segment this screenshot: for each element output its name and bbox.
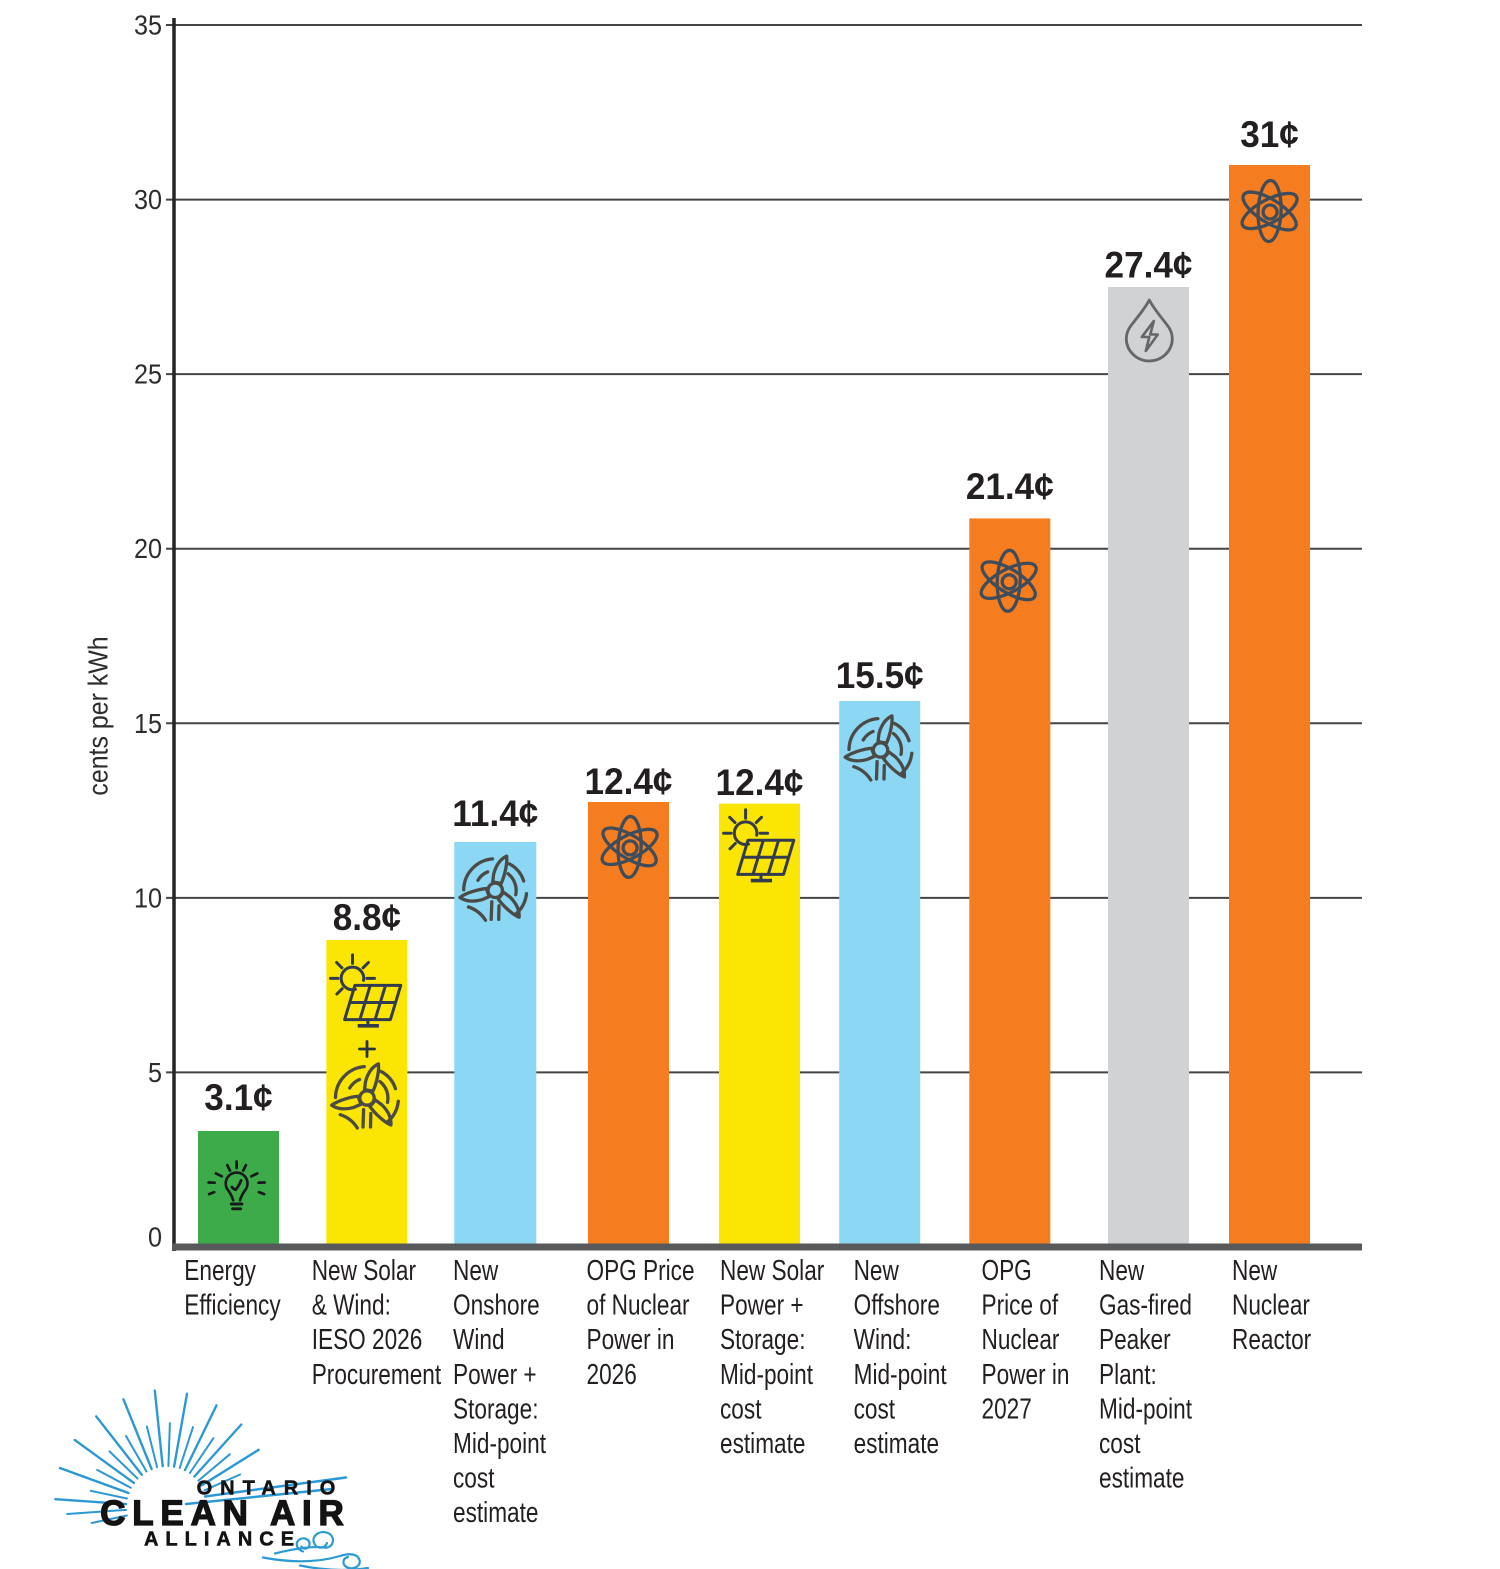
svg-text:2026: 2026	[587, 1357, 637, 1390]
svg-text:Onshore: Onshore	[453, 1288, 540, 1321]
svg-text:Reactor: Reactor	[1232, 1322, 1311, 1355]
svg-text:Mid-point: Mid-point	[720, 1357, 814, 1390]
svg-text:New Solar: New Solar	[312, 1253, 417, 1286]
svg-text:Wind: Wind	[453, 1322, 505, 1355]
svg-text:8.8¢: 8.8¢	[333, 896, 401, 938]
svg-text:estimate: estimate	[854, 1426, 939, 1459]
svg-text:30: 30	[134, 184, 162, 216]
svg-text:Power in: Power in	[587, 1322, 675, 1355]
svg-text:cost: cost	[1099, 1426, 1141, 1459]
svg-text:Power +: Power +	[453, 1357, 537, 1390]
svg-text:Peaker: Peaker	[1099, 1322, 1171, 1355]
svg-text:estimate: estimate	[720, 1426, 805, 1459]
svg-text:& Wind:: & Wind:	[312, 1288, 391, 1321]
svg-text:New: New	[854, 1253, 899, 1286]
svg-text:Power +: Power +	[720, 1288, 804, 1321]
svg-text:CLEAN AIR: CLEAN AIR	[100, 1494, 350, 1533]
svg-text:ONTARIO: ONTARIO	[197, 1478, 344, 1500]
svg-text:31¢: 31¢	[1240, 113, 1299, 155]
svg-text:New: New	[453, 1253, 498, 1286]
svg-text:OPG: OPG	[982, 1253, 1032, 1286]
svg-text:ALLIANCE: ALLIANCE	[144, 1529, 301, 1551]
svg-text:11.4¢: 11.4¢	[452, 792, 538, 834]
svg-text:Gas-fired: Gas-fired	[1099, 1288, 1192, 1321]
svg-text:estimate: estimate	[453, 1495, 538, 1528]
svg-text:cents per kWh: cents per kWh	[82, 636, 114, 795]
svg-text:New Solar: New Solar	[720, 1253, 825, 1286]
svg-text:Power in: Power in	[982, 1357, 1070, 1390]
svg-text:Energy: Energy	[184, 1253, 256, 1286]
svg-text:20: 20	[134, 533, 162, 565]
svg-text:estimate: estimate	[1099, 1461, 1184, 1494]
svg-text:21.4¢: 21.4¢	[966, 465, 1054, 507]
svg-text:Price of: Price of	[982, 1288, 1059, 1321]
svg-text:cost: cost	[854, 1392, 896, 1425]
svg-text:27.4¢: 27.4¢	[1105, 244, 1193, 286]
svg-text:2027: 2027	[982, 1392, 1032, 1425]
svg-text:Storage:: Storage:	[720, 1322, 805, 1355]
svg-text:Plant:: Plant:	[1099, 1357, 1157, 1390]
svg-text:cost: cost	[453, 1461, 495, 1494]
svg-text:10: 10	[134, 882, 162, 914]
svg-text:IESO 2026: IESO 2026	[312, 1322, 423, 1355]
svg-text:0: 0	[148, 1221, 162, 1253]
svg-text:of Nuclear: of Nuclear	[587, 1288, 690, 1321]
svg-text:15: 15	[134, 708, 162, 740]
svg-text:Efficiency: Efficiency	[184, 1288, 280, 1321]
svg-text:5: 5	[148, 1057, 162, 1089]
svg-text:Mid-point: Mid-point	[1099, 1392, 1193, 1425]
svg-text:Nuclear: Nuclear	[1232, 1288, 1310, 1321]
svg-text:12.4¢: 12.4¢	[585, 760, 673, 802]
svg-text:OPG Price: OPG Price	[587, 1253, 695, 1286]
svg-text:Offshore: Offshore	[854, 1288, 940, 1321]
svg-text:Procurement: Procurement	[312, 1357, 442, 1390]
svg-text:New: New	[1099, 1253, 1144, 1286]
svg-text:Mid-point: Mid-point	[854, 1357, 948, 1390]
svg-text:25: 25	[134, 358, 162, 390]
svg-text:12.4¢: 12.4¢	[716, 761, 804, 803]
svg-text:cost: cost	[720, 1392, 762, 1425]
svg-text:Storage:: Storage:	[453, 1392, 538, 1425]
svg-text:Mid-point: Mid-point	[453, 1426, 547, 1459]
svg-text:Wind:: Wind:	[854, 1322, 912, 1355]
svg-text:New: New	[1232, 1253, 1277, 1286]
svg-text:Nuclear: Nuclear	[982, 1322, 1060, 1355]
svg-text:35: 35	[134, 9, 162, 41]
svg-text:3.1¢: 3.1¢	[204, 1076, 272, 1118]
svg-text:15.5¢: 15.5¢	[836, 654, 924, 696]
